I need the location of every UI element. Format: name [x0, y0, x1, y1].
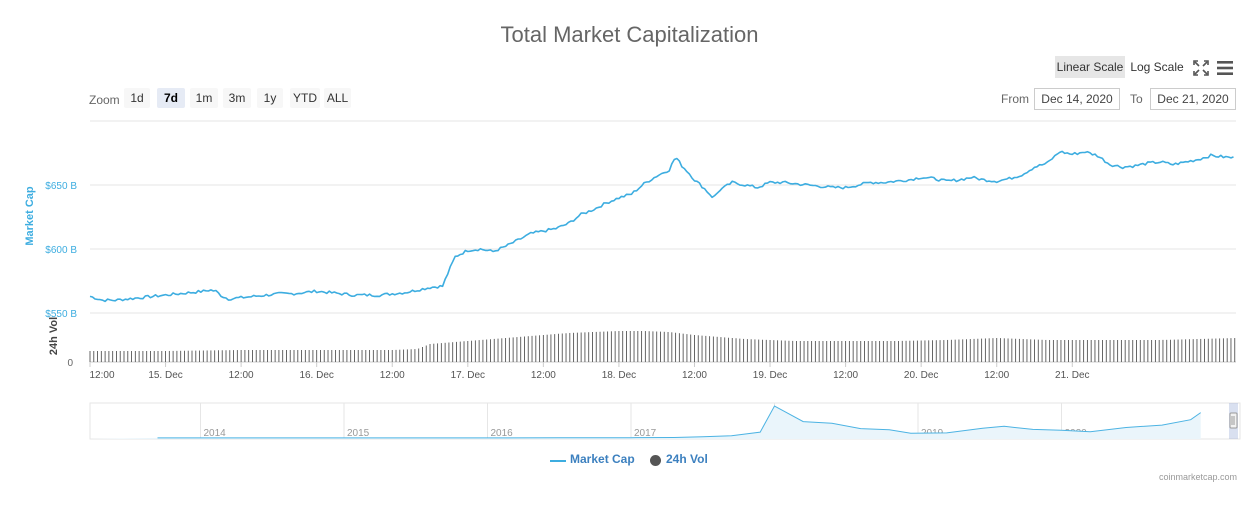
- zoom-button-3m[interactable]: 3m: [223, 88, 251, 108]
- x-tick-label: 12:00: [229, 370, 254, 381]
- x-tick-label: 12:00: [89, 370, 114, 381]
- x-tick-label: 12:00: [984, 370, 1009, 381]
- volume-legend-dot: [650, 455, 661, 466]
- linear-scale-button[interactable]: Linear Scale: [1055, 56, 1125, 78]
- from-date-input[interactable]: Dec 14, 2020: [1034, 88, 1120, 110]
- hamburger-menu-icon[interactable]: [1216, 59, 1234, 77]
- market-cap-line[interactable]: [89, 150, 1234, 303]
- navigator-year-label: 2015: [347, 428, 370, 439]
- zoom-button-ytd[interactable]: YTD: [290, 88, 320, 108]
- log-scale-button[interactable]: Log Scale: [1130, 60, 1184, 74]
- zoom-button-1m[interactable]: 1m: [190, 88, 218, 108]
- zoom-button-1d[interactable]: 1d: [124, 88, 150, 108]
- x-tick-label: 16. Dec: [299, 370, 333, 381]
- zoom-button-1y[interactable]: 1y: [257, 88, 283, 108]
- from-label: From: [1001, 92, 1029, 106]
- navigator-year-label: 2014: [204, 428, 227, 439]
- y-tick-label: $550 B: [45, 309, 77, 320]
- y-axis-title: Market Cap: [24, 186, 36, 246]
- x-tick-label: 19. Dec: [753, 370, 787, 381]
- volume-zero-label: 0: [67, 358, 73, 369]
- to-label: To: [1130, 92, 1143, 106]
- navigator-line: [157, 405, 1201, 439]
- navigator-area: [90, 406, 1201, 439]
- x-tick-label: 18. Dec: [602, 370, 636, 381]
- x-tick-label: 17. Dec: [451, 370, 485, 381]
- y-tick-label: $650 B: [45, 181, 77, 192]
- volume-axis-title: 24h Vol: [48, 317, 60, 355]
- y-tick-label: $600 B: [45, 245, 77, 256]
- legend-market-cap[interactable]: Market Cap: [570, 452, 635, 466]
- x-tick-label: 21. Dec: [1055, 370, 1089, 381]
- x-tick-label: 12:00: [531, 370, 556, 381]
- x-tick-label: 20. Dec: [904, 370, 938, 381]
- navigator-year-label: 2016: [491, 428, 514, 439]
- navigator-year-label: 2017: [634, 428, 657, 439]
- x-tick-label: 15. Dec: [148, 370, 182, 381]
- fullscreen-icon[interactable]: [1192, 59, 1210, 77]
- to-date-input[interactable]: Dec 21, 2020: [1150, 88, 1236, 110]
- credit-link[interactable]: coinmarketcap.com: [1158, 472, 1237, 482]
- x-tick-label: 12:00: [380, 370, 405, 381]
- x-tick-label: 12:00: [682, 370, 707, 381]
- market-cap-legend-line: [550, 460, 566, 462]
- chart-title: Total Market Capitalization: [500, 22, 759, 47]
- legend-24h-vol[interactable]: 24h Vol: [666, 452, 708, 466]
- x-tick-label: 12:00: [833, 370, 858, 381]
- zoom-button-all[interactable]: ALL: [324, 88, 351, 108]
- zoom-label: Zoom: [89, 93, 120, 107]
- zoom-button-7d[interactable]: 7d: [157, 88, 185, 108]
